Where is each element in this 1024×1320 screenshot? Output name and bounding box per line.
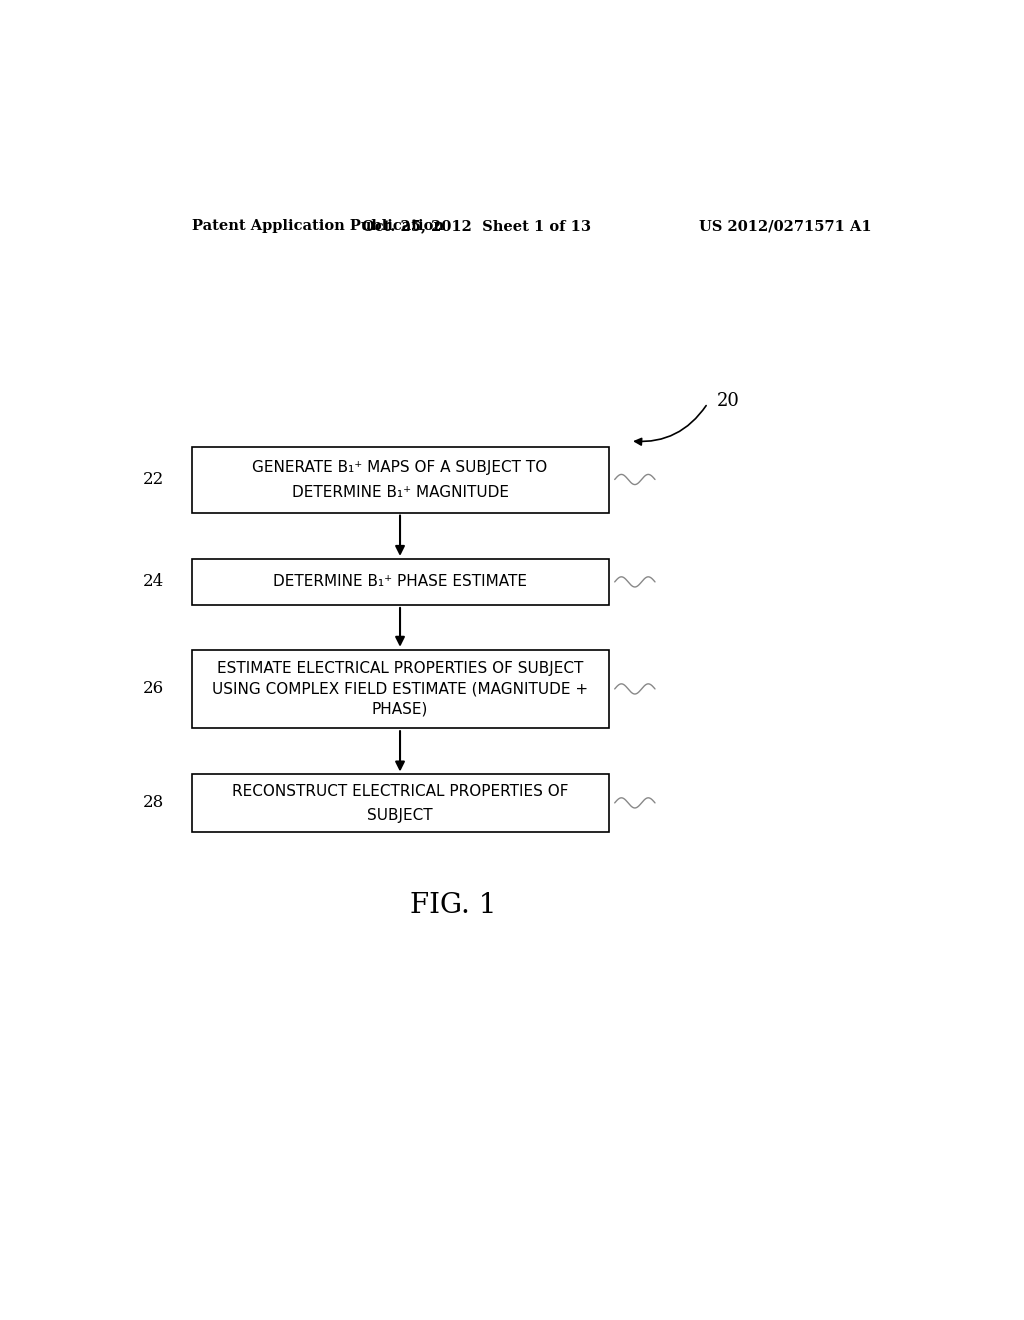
Text: GENERATE B₁⁺ MAPS OF A SUBJECT TO: GENERATE B₁⁺ MAPS OF A SUBJECT TO (252, 461, 548, 475)
Text: 22: 22 (142, 471, 164, 488)
Text: PHASE): PHASE) (372, 702, 428, 717)
Text: ESTIMATE ELECTRICAL PROPERTIES OF SUBJECT: ESTIMATE ELECTRICAL PROPERTIES OF SUBJEC… (217, 661, 584, 676)
Text: SUBJECT: SUBJECT (368, 808, 433, 822)
FancyBboxPatch shape (191, 649, 608, 729)
Text: Patent Application Publication: Patent Application Publication (191, 219, 443, 234)
Text: USING COMPLEX FIELD ESTIMATE (MAGNITUDE +: USING COMPLEX FIELD ESTIMATE (MAGNITUDE … (212, 681, 588, 697)
Text: US 2012/0271571 A1: US 2012/0271571 A1 (699, 219, 872, 234)
Text: 26: 26 (142, 680, 164, 697)
Text: DETERMINE B₁⁺ PHASE ESTIMATE: DETERMINE B₁⁺ PHASE ESTIMATE (273, 574, 527, 590)
Text: 20: 20 (717, 392, 740, 411)
Text: DETERMINE B₁⁺ MAGNITUDE: DETERMINE B₁⁺ MAGNITUDE (292, 484, 509, 499)
FancyBboxPatch shape (191, 447, 608, 512)
Text: RECONSTRUCT ELECTRICAL PROPERTIES OF: RECONSTRUCT ELECTRICAL PROPERTIES OF (231, 784, 568, 799)
FancyBboxPatch shape (191, 558, 608, 605)
Text: 24: 24 (142, 573, 164, 590)
FancyArrowPatch shape (635, 405, 707, 445)
Text: FIG. 1: FIG. 1 (411, 892, 497, 919)
Text: Oct. 25, 2012  Sheet 1 of 13: Oct. 25, 2012 Sheet 1 of 13 (362, 219, 591, 234)
Text: 28: 28 (142, 795, 164, 812)
FancyBboxPatch shape (191, 775, 608, 832)
